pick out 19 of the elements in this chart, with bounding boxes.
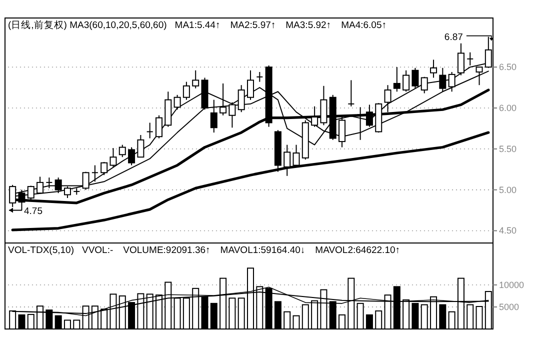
- y-tick-label: 5.00: [499, 184, 517, 195]
- annotation: VVOL:-: [82, 245, 114, 256]
- chart-title: VOL-TDX(5,10): [8, 245, 74, 256]
- annotation: 4.75: [24, 206, 42, 217]
- y-tick-label: 6.50: [499, 62, 517, 72]
- y-tick-label: 5.50: [499, 144, 517, 154]
- annotation: MA3:5.92↑: [286, 20, 332, 31]
- annotation: MA1:5.44↑: [174, 20, 220, 31]
- annotation: MA2:5.97↑: [230, 20, 276, 31]
- y-tick-label: 10000: [499, 280, 524, 290]
- y-tick-label: 5000: [499, 302, 520, 312]
- annotation: VOLUME:92091.36↑: [123, 245, 210, 256]
- annotation: MAVOL1:59164.40↓: [220, 245, 306, 256]
- annotation: 6.87: [444, 32, 463, 43]
- y-tick-label: 4.50: [499, 226, 517, 236]
- chart-title: (日线,前复权) MA3(60,10,20,5,60,60): [8, 19, 167, 31]
- annotation: MA4:6.05↑: [341, 20, 386, 31]
- y-tick-label: 6.00: [499, 103, 517, 113]
- annotation: MAVOL2:64622.10↑: [315, 245, 400, 256]
